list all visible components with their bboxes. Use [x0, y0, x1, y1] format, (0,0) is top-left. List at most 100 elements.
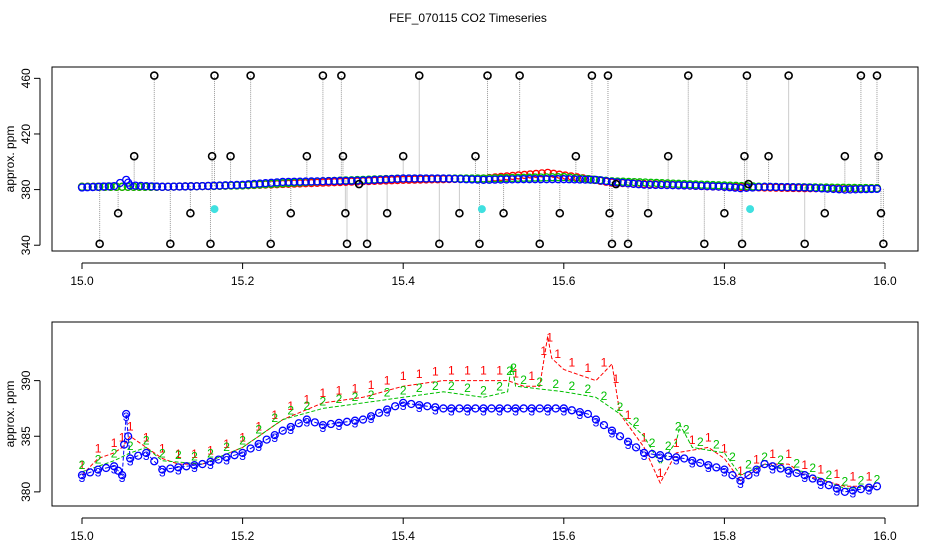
series-marker-blue: 3 — [753, 466, 760, 480]
y-tick-label: 420 — [19, 124, 33, 144]
data-point-blue — [318, 420, 328, 430]
data-point-blue — [645, 180, 654, 189]
series-marker-blue: 3 — [191, 461, 198, 475]
data-point-blue — [714, 182, 723, 191]
x-tick-label: 15.6 — [552, 529, 576, 540]
data-point-blue — [254, 439, 263, 449]
series-marker-green: 2 — [271, 411, 278, 425]
data-point-blue — [792, 468, 801, 478]
data-point-blue — [131, 181, 140, 190]
data-point-blue — [567, 406, 576, 415]
y-tick-label: 390 — [19, 370, 33, 390]
data-point-blue — [586, 175, 595, 184]
outlier-point — [515, 71, 524, 80]
data-point-blue — [209, 181, 219, 190]
data-point-blue — [93, 182, 103, 191]
series-marker-red: 1 — [119, 430, 126, 444]
data-point-blue — [760, 182, 769, 191]
series-marker-blue: 3 — [287, 423, 294, 437]
outlier-point — [856, 71, 866, 80]
series-marker-green: 2 — [191, 449, 198, 463]
series-marker-green: 2 — [585, 382, 592, 396]
data-point-blue — [808, 474, 817, 483]
data-point-blue — [591, 415, 601, 424]
outlier-point — [318, 71, 328, 80]
series-marker-blue: 3 — [432, 403, 439, 417]
outlier-point — [603, 71, 613, 80]
data-point-blue — [301, 177, 310, 186]
data-point-blue — [553, 175, 563, 184]
series-marker-blue: 3 — [496, 404, 503, 418]
data-point-blue — [856, 185, 866, 194]
data-point-blue — [416, 174, 425, 183]
series-marker-green: 2 — [601, 389, 608, 403]
data-point-blue — [427, 174, 437, 183]
data-point-blue — [599, 420, 609, 430]
data-point-blue — [174, 463, 183, 472]
x-tick-label: 15.4 — [392, 274, 416, 288]
outlier-point — [663, 151, 673, 161]
series-marker-red: 1 — [159, 442, 166, 456]
series-marker-blue: 3 — [593, 416, 600, 430]
data-point-blue — [77, 183, 87, 192]
data-point-blue — [664, 452, 673, 461]
data-point-blue — [198, 459, 207, 469]
data-point-blue — [284, 177, 293, 186]
x-tick-label: 16.0 — [873, 529, 897, 540]
series-marker-blue: 3 — [384, 406, 391, 420]
series-marker-red: 1 — [496, 364, 503, 378]
series-marker-blue: 3 — [833, 485, 840, 499]
series-marker-green: 2 — [858, 473, 865, 487]
data-point-blue — [542, 175, 551, 184]
series-marker-red: 1 — [95, 442, 102, 456]
series-marker-green: 2 — [874, 472, 881, 486]
series-marker-green: 2 — [697, 435, 704, 449]
data-point-blue — [186, 182, 196, 191]
data-point-blue — [391, 402, 400, 411]
data-point-blue — [794, 183, 804, 192]
outlier-point — [874, 151, 883, 161]
series-marker-blue: 3 — [95, 466, 102, 480]
data-point-blue — [479, 404, 488, 413]
data-point-blue — [169, 182, 178, 191]
data-point-blue — [206, 457, 215, 466]
series-marker-green: 2 — [79, 458, 86, 472]
data-point-blue — [651, 180, 660, 190]
series-marker-red: 1 — [554, 347, 561, 361]
data-point-blue — [613, 178, 622, 187]
series-marker-blue: 3 — [336, 419, 343, 433]
series-marker-green: 2 — [352, 390, 359, 404]
outlier-point — [207, 151, 217, 161]
data-point-blue — [502, 175, 511, 184]
series-line-green — [81, 363, 878, 490]
data-point-blue — [181, 182, 190, 191]
series-marker-blue: 3 — [119, 471, 126, 485]
series-marker-blue: 3 — [416, 401, 423, 415]
outlier-point — [113, 208, 123, 218]
series-marker-red: 1 — [384, 374, 391, 388]
series-marker-green: 2 — [665, 439, 672, 453]
series-marker-red: 1 — [705, 430, 712, 444]
series-marker-green: 2 — [683, 422, 690, 436]
data-point-blue — [376, 175, 385, 184]
series-marker-blue: 3 — [271, 431, 278, 445]
data-point-blue — [255, 179, 264, 188]
data-point-blue — [754, 183, 763, 192]
series-marker-red: 1 — [721, 442, 728, 456]
series-marker-green: 2 — [520, 373, 527, 387]
series-marker-blue: 3 — [175, 463, 182, 477]
data-point-blue — [456, 174, 465, 184]
data-point-blue — [680, 454, 689, 463]
data-point-blue — [295, 177, 305, 186]
data-point-blue — [817, 184, 827, 193]
data-point-blue — [77, 471, 87, 480]
outlier-point — [398, 151, 408, 161]
data-point-blue — [204, 181, 213, 191]
data-point-blue — [631, 443, 641, 452]
data-point-blue — [674, 181, 683, 190]
data-point-blue — [565, 175, 574, 184]
series-marker-red: 1 — [464, 364, 471, 378]
data-point-blue — [824, 481, 833, 490]
data-point-blue — [158, 465, 167, 474]
data-point-blue — [175, 182, 184, 191]
